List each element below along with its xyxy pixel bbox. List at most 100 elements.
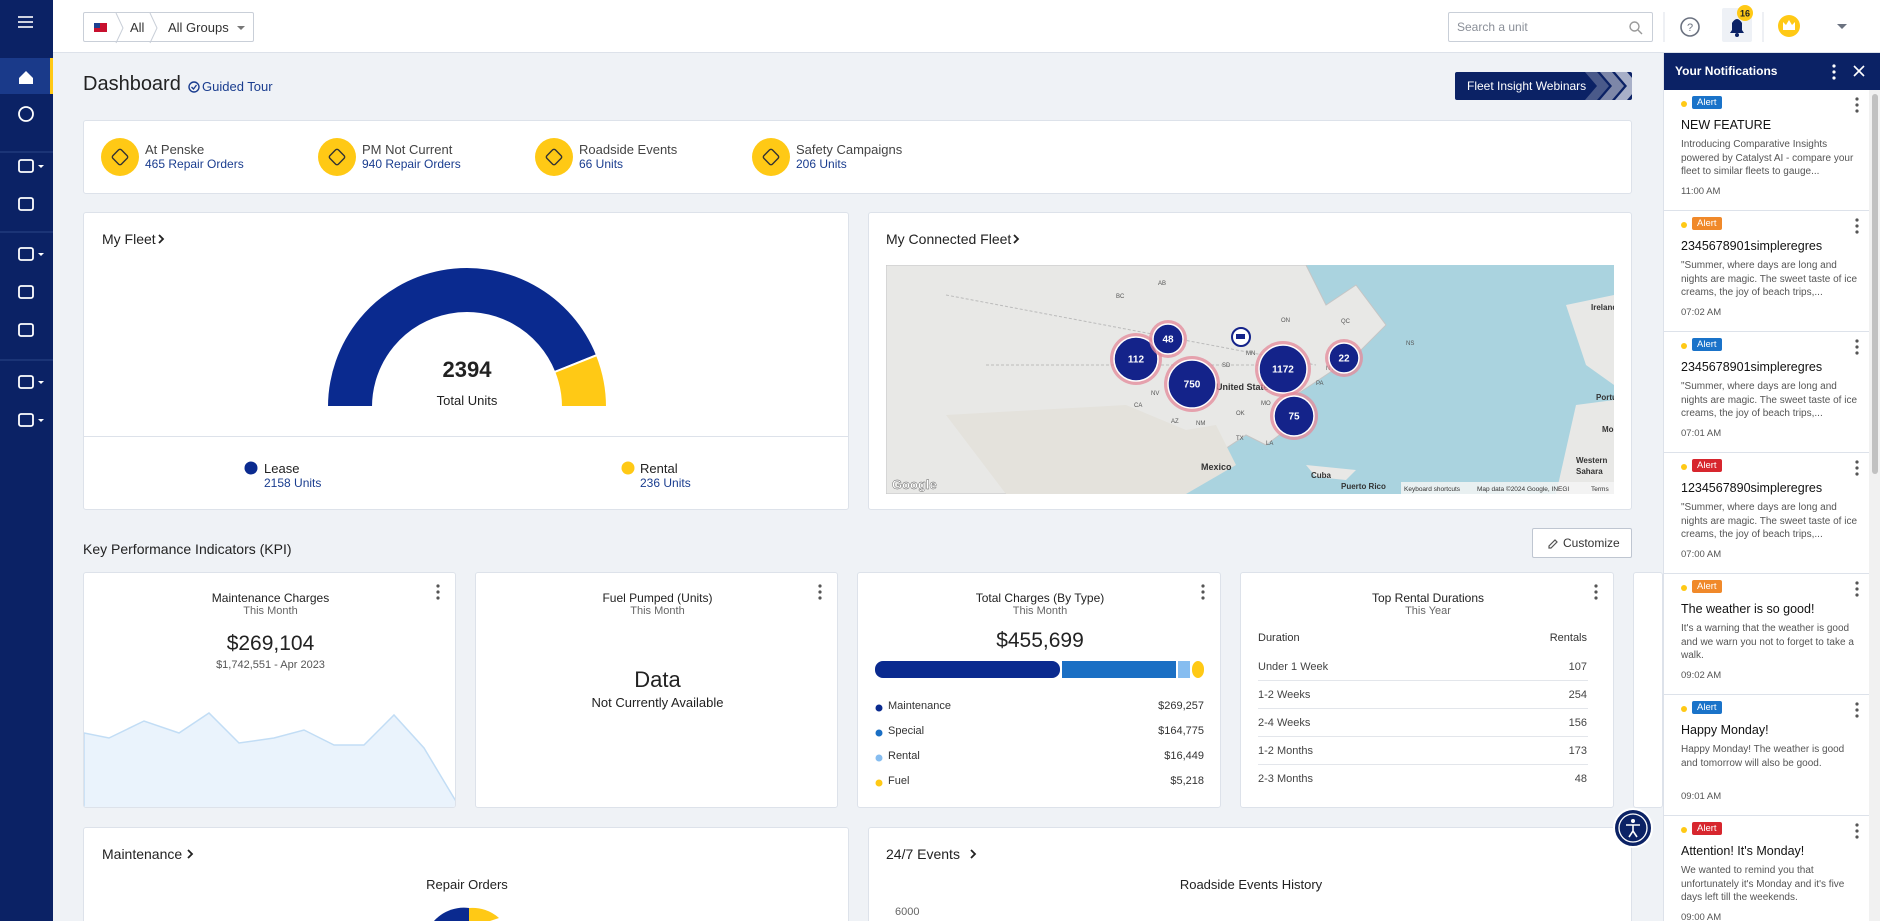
card-title[interactable]: My Fleet — [102, 231, 156, 247]
search-box[interactable]: Search a unit — [1448, 12, 1653, 42]
breadcrumb-item: All Groups — [168, 20, 229, 35]
summary-value[interactable]: 206 Units — [796, 157, 847, 171]
menu-dot — [818, 584, 822, 588]
unread-dot-circle — [1681, 827, 1687, 833]
nav-icon — [18, 247, 34, 261]
summary-label[interactable]: Safety Campaigns — [796, 142, 903, 157]
map[interactable]: United States Mexico Cuba Puerto Rico Irelan… — [886, 265, 1614, 494]
map-label: ON — [1281, 318, 1290, 324]
fleet-gauge — [325, 266, 609, 408]
close-button[interactable] — [1853, 65, 1865, 77]
map-label: AZ — [1171, 419, 1179, 425]
accessibility-button[interactable] — [1613, 808, 1653, 848]
guided-tour-link[interactable]: Guided Tour — [202, 79, 273, 94]
menu-dot — [1832, 76, 1836, 80]
land — [946, 405, 1236, 494]
nav-icon — [18, 285, 34, 299]
search-placeholder: Search a unit — [1457, 20, 1528, 34]
chevron-path — [1013, 234, 1020, 244]
cluster-count: 48 — [1162, 335, 1174, 346]
search-handle — [1637, 29, 1643, 35]
home-icon — [19, 71, 33, 84]
chevron-path — [187, 849, 194, 859]
webinar-button[interactable]: Fleet Insight Webinars — [1455, 72, 1632, 100]
scroll-thumb — [1872, 94, 1878, 474]
summary-label[interactable]: PM Not Current — [362, 142, 453, 157]
more-menu[interactable] — [1854, 218, 1860, 234]
row-divider — [1258, 764, 1588, 765]
nav-icon — [18, 375, 34, 389]
summary-label[interactable]: At Penske — [145, 142, 205, 157]
notification-item[interactable]: Alert 2345678901simpleregres "Summer, wher… — [1664, 211, 1869, 332]
menu-dot — [436, 596, 440, 600]
menu-dot — [1832, 70, 1836, 74]
charges-segment — [1062, 661, 1176, 678]
more-menu[interactable] — [1854, 702, 1860, 718]
more-menu[interactable] — [435, 584, 441, 600]
menu-dot — [1855, 708, 1859, 712]
top-rental-durations-card: Top Rental Durations This Year Duration Ren… — [1240, 572, 1614, 808]
help-icon — [1680, 17, 1700, 37]
more-menu[interactable] — [1854, 97, 1860, 113]
search-lens — [1629, 21, 1640, 32]
more-menu[interactable] — [1593, 584, 1599, 600]
webinar-label: Fleet Insight Webinars — [1467, 79, 1587, 93]
more-menu[interactable] — [1200, 584, 1206, 600]
map-label: QC — [1341, 319, 1351, 325]
notification-title: 2345678901simpleregres — [1681, 360, 1823, 374]
map-label: Puerto Rico — [1341, 482, 1386, 491]
notification-item[interactable]: Alert The weather is so good! It's a warni… — [1664, 574, 1869, 695]
card-title[interactable]: My Connected Fleet — [886, 231, 1012, 247]
more-menu[interactable] — [817, 584, 823, 600]
notification-item[interactable]: Alert 2345678901simpleregres "Summer, wher… — [1664, 332, 1869, 453]
notification-body: "Summer, where days are long and nights … — [1681, 260, 1858, 298]
google-logo: Google — [892, 477, 937, 492]
table-header: Duration — [1258, 632, 1300, 644]
customize-label: Customize — [1563, 536, 1620, 550]
map-label: MN — [1246, 351, 1255, 357]
menu-dot — [1855, 109, 1859, 113]
more-menu[interactable] — [1854, 581, 1860, 597]
cluster — [1273, 395, 1315, 437]
legend-value: 236 Units — [640, 476, 691, 490]
legend-dot — [875, 704, 883, 712]
summary-label[interactable]: Roadside Events — [579, 142, 678, 157]
more-menu[interactable] — [1854, 460, 1860, 476]
more-menu[interactable] — [1831, 64, 1837, 80]
notification-title: 1234567890simpleregres — [1681, 481, 1823, 495]
map-attribution: Map data ©2024 Google, INEGI — [1477, 485, 1569, 493]
nav-caret — [38, 419, 44, 422]
summary-value[interactable]: 940 Repair Orders — [362, 157, 461, 171]
notification-item[interactable]: Alert 1234567890simpleregres "Summer, wher… — [1664, 453, 1869, 574]
row-divider — [1258, 736, 1588, 737]
map-label: NM — [1196, 421, 1205, 427]
charges-segment — [1178, 661, 1190, 678]
notification-item[interactable]: Alert Attention! It's Monday! We wanted to… — [1664, 816, 1869, 921]
customize-button[interactable]: Customize — [1532, 528, 1632, 558]
kpi-value: $269,104 — [226, 632, 315, 655]
more-menu[interactable] — [1854, 339, 1860, 355]
menu-dot — [1594, 584, 1598, 588]
map-label: Western — [1576, 456, 1608, 465]
active-marker — [50, 58, 53, 94]
nav-icon — [18, 197, 34, 211]
map-label: SD — [1222, 363, 1231, 369]
table-cell: Under 1 Week — [1258, 661, 1329, 673]
card-title[interactable]: Maintenance — [102, 846, 183, 862]
chevron-path — [158, 234, 165, 244]
notification-item[interactable]: Alert NEW FEATURE Introducing Comparative … — [1664, 90, 1869, 211]
summary-value[interactable]: 465 Repair Orders — [145, 157, 244, 171]
my-fleet-card: My Fleet 2394 Total Units Lease 2158 Units Re… — [83, 212, 849, 510]
summary-value[interactable]: 66 Units — [579, 157, 624, 171]
menu-dot — [1855, 702, 1859, 706]
more-menu[interactable] — [1854, 823, 1860, 839]
map-label: TX — [1236, 436, 1244, 442]
acc-ring — [1618, 813, 1648, 843]
notification-title: Attention! It's Monday! — [1681, 844, 1805, 858]
group-selector[interactable]: All All Groups — [83, 12, 254, 44]
notification-item[interactable]: Alert Happy Monday! Happy Monday! The weat… — [1664, 695, 1869, 816]
notification-count: 16 — [1740, 9, 1750, 19]
menu-dot — [1832, 64, 1836, 68]
webinar-chevrons — [1585, 72, 1632, 100]
card-title[interactable]: 24/7 Events — [886, 846, 960, 862]
